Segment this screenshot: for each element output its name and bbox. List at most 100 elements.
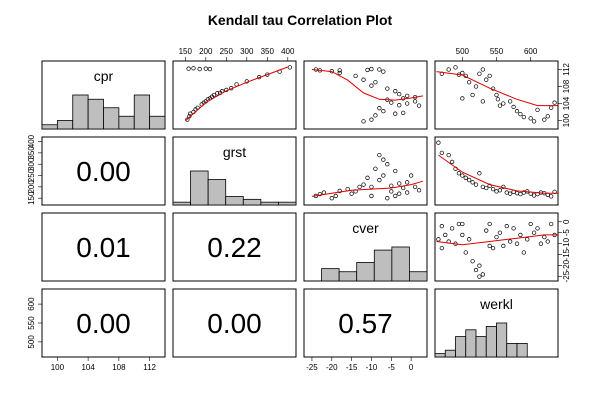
point-grst-werkl-2	[446, 152, 451, 158]
scatter-panel-cver-werkl	[436, 221, 558, 279]
point-cver-werkl-29	[535, 226, 540, 231]
tick-label-top-grst-150: 150	[179, 47, 193, 56]
point-cver-werkl-1	[439, 245, 444, 251]
point-cpr-werkl-4	[460, 70, 465, 76]
point-cpr-cver-27	[373, 113, 378, 118]
point-grst-werkl-32	[549, 194, 554, 199]
tick-label-left-grst-250: 250	[27, 168, 36, 182]
histogram-bar-grst-4	[242, 198, 262, 206]
panel-frame-cver-cpr	[41, 212, 166, 282]
coefficient-werkl-cpr: 0.00	[76, 308, 131, 339]
smooth-line-cpr-cver	[311, 69, 424, 101]
point-cpr-werkl-17	[511, 104, 516, 110]
histogram-bar-cpr-1	[56, 120, 74, 130]
point-cver-werkl-32	[545, 239, 550, 244]
point-grst-werkl-16	[494, 189, 499, 194]
point-grst-werkl-17	[497, 188, 503, 193]
histogram-bar-werkl-4	[475, 336, 487, 358]
tick-label-left-werkl-500: 500	[27, 335, 36, 349]
point-grst-cver-14	[381, 173, 386, 178]
tick-label-top-grst-400: 400	[281, 47, 295, 56]
point-grst-cver-1	[317, 191, 323, 197]
point-cver-werkl-38	[487, 243, 492, 249]
point-grst-werkl-8	[467, 177, 472, 183]
coefficient-cver-grst: 0.22	[207, 232, 262, 263]
smooth-line-cpr-werkl	[436, 71, 558, 107]
histogram-bar-werkl-8	[516, 342, 528, 358]
scatter-panel-cpr-werkl	[436, 65, 558, 124]
point-cpr-werkl-9	[480, 67, 485, 72]
histogram-bar-werkl-1	[444, 349, 456, 358]
tick-label-right-cver--5: -5	[562, 229, 571, 237]
panel-frame-cpr-cver	[303, 60, 428, 130]
point-cpr-cver-22	[405, 101, 410, 106]
tick-label-bottom-cver--10: -10	[366, 363, 378, 372]
scatter-panel-cpr-grst	[184, 65, 293, 122]
point-cpr-cver-25	[381, 108, 386, 114]
point-cpr-cver-8	[337, 70, 342, 76]
point-cpr-werkl-18	[514, 108, 520, 114]
point-cver-werkl-16	[490, 245, 496, 251]
point-grst-cver-25	[416, 188, 422, 193]
point-grst-cver-26	[329, 196, 334, 201]
variable-label-cpr: cpr	[94, 68, 114, 84]
point-cpr-cver-7	[381, 69, 386, 74]
point-cver-werkl-6	[456, 221, 462, 227]
point-cpr-werkl-23	[535, 107, 540, 113]
tick-label-top-grst-250: 250	[220, 47, 234, 56]
point-grst-cver-20	[397, 191, 402, 196]
point-cpr-werkl-15	[501, 101, 506, 106]
histogram-bar-cver-5	[391, 246, 410, 282]
tick-label-left-grst-350: 350	[27, 146, 36, 160]
histogram-bar-grst-6	[278, 201, 297, 206]
histogram-bar-werkl-0	[434, 353, 446, 358]
point-cver-werkl-11	[473, 267, 479, 273]
point-cpr-grst-2	[188, 111, 193, 116]
point-grst-cver-9	[369, 184, 374, 190]
point-grst-cver-3	[337, 188, 342, 194]
point-cpr-werkl-19	[518, 111, 523, 117]
point-cpr-werkl-1	[446, 67, 451, 72]
tick-label-top-werkl-600: 600	[524, 47, 538, 56]
tick-label-left-grst-300: 300	[27, 157, 36, 171]
point-cver-werkl-9	[467, 237, 472, 242]
point-cpr-werkl-8	[477, 71, 482, 76]
tick-label-right-cver--20: -20	[562, 259, 571, 271]
point-grst-cver-15	[385, 162, 390, 167]
smooth-line-cpr-grst	[184, 66, 288, 122]
tick-label-top-werkl-500: 500	[456, 47, 470, 56]
point-cpr-grst-23	[287, 65, 293, 70]
point-grst-cver-19	[397, 181, 402, 186]
point-grst-cver-29	[369, 193, 374, 199]
point-grst-werkl-23	[518, 191, 523, 197]
histogram-bar-cpr-2	[72, 94, 89, 130]
point-cpr-werkl-14	[495, 97, 501, 102]
histogram-bar-werkl-3	[465, 329, 477, 358]
histogram-bar-cpr-7	[149, 115, 166, 130]
scatter-panel-grst-werkl	[436, 140, 558, 199]
point-grst-werkl-3	[449, 159, 455, 165]
point-cver-werkl-31	[542, 234, 547, 240]
point-grst-werkl-13	[484, 185, 489, 191]
point-cver-werkl-24	[518, 232, 523, 238]
tick-label-left-grst-400: 400	[27, 134, 36, 148]
histogram-bar-cver-6	[409, 271, 428, 282]
point-cver-werkl-12	[477, 263, 482, 268]
tick-label-top-grst-300: 300	[240, 47, 254, 56]
point-cpr-werkl-30	[480, 99, 485, 104]
tick-label-top-grst-350: 350	[261, 47, 275, 56]
point-cver-werkl-0	[436, 237, 441, 242]
tick-label-right-cpr-104: 104	[562, 96, 571, 110]
histogram-bar-cver-3	[356, 262, 375, 282]
point-cver-werkl-37	[477, 274, 482, 279]
point-cver-werkl-17	[494, 234, 499, 240]
point-cpr-werkl-27	[552, 100, 557, 105]
tick-label-top-grst-200: 200	[199, 47, 213, 56]
point-grst-cver-12	[377, 152, 382, 158]
panel-frame-cpr-werkl	[434, 60, 559, 130]
point-cpr-grst-13	[215, 91, 220, 96]
point-cpr-werkl-20	[521, 114, 526, 120]
point-cver-werkl-33	[549, 221, 554, 227]
tick-label-bottom-cver--15: -15	[346, 363, 358, 372]
